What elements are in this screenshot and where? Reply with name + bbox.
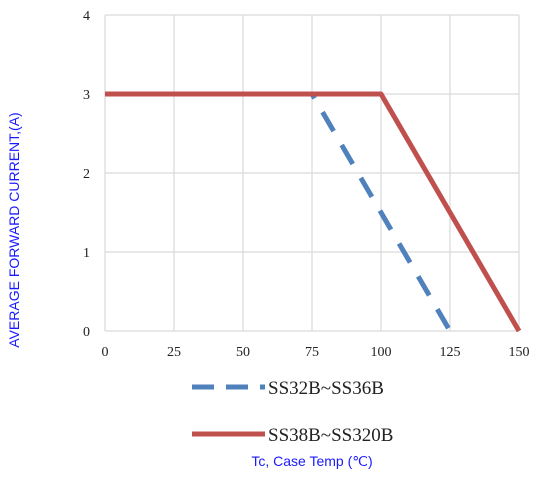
- legend-label-1: SS32B~SS36B: [268, 378, 384, 399]
- y-tick-label: 0: [83, 325, 90, 340]
- y-tick-label: 1: [83, 246, 90, 261]
- grid: [104, 14, 520, 332]
- series-line-1: [105, 91, 453, 333]
- y-tick-label: 4: [83, 9, 90, 24]
- y-axis-label: AVERAGE FORWARD CURRENT,(A): [6, 112, 22, 347]
- series-layer: [105, 91, 522, 333]
- x-tick-label: 100: [371, 345, 392, 360]
- y-tick-label: 3: [83, 88, 90, 103]
- y-tick-label: 2: [83, 167, 90, 182]
- x-tick-label: 125: [440, 345, 461, 360]
- x-tick-label: 0: [102, 345, 109, 360]
- x-tick-label: 25: [167, 345, 181, 360]
- legend-label-2: SS38B~SS320B: [268, 425, 393, 446]
- x-tick-label: 50: [236, 345, 250, 360]
- legend: SS32B~SS36B SS38B~SS320B: [192, 378, 393, 446]
- x-tick-label: 150: [509, 345, 530, 360]
- x-tick-label: 75: [305, 345, 319, 360]
- x-axis-label: Tc, Case Temp (℃): [251, 453, 372, 469]
- series-line-2: [105, 91, 522, 333]
- tick-labels: 0 25 50 75 100 125 150 0 1 2 3 4: [83, 9, 530, 360]
